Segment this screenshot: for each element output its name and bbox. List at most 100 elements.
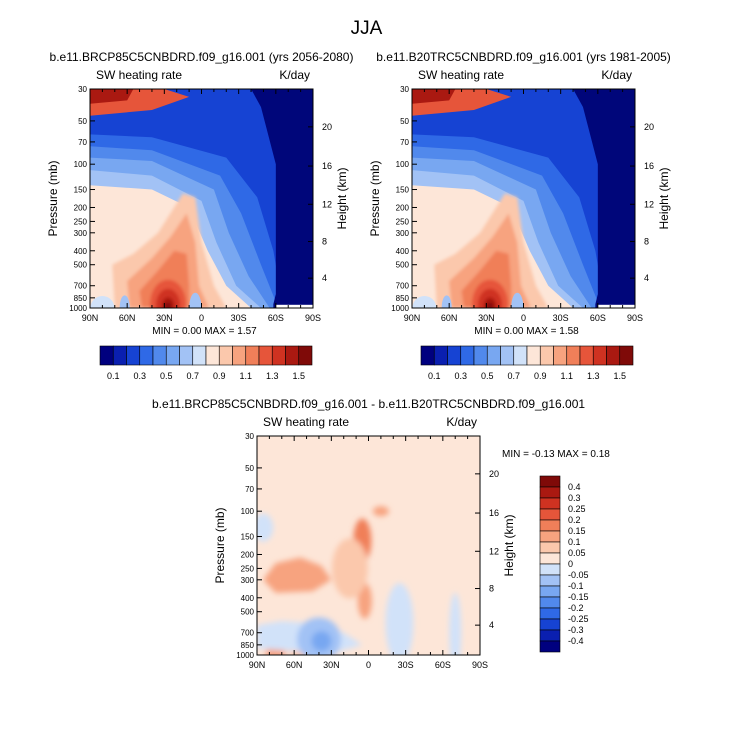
y-tick-label: 200 bbox=[241, 550, 255, 559]
stats-label: MIN = 0.00 MAX = 1.58 bbox=[474, 326, 579, 337]
colorbar-swatch bbox=[513, 345, 528, 366]
height-tick-label: 8 bbox=[489, 584, 494, 594]
colorbar-swatch bbox=[539, 607, 561, 620]
y-tick-label: 1000 bbox=[69, 304, 87, 313]
warm-region bbox=[434, 193, 549, 308]
colorbar-label: 0.1 bbox=[428, 371, 441, 381]
colorbar-label: 0.05 bbox=[568, 548, 586, 558]
positive-anomaly bbox=[331, 538, 368, 599]
colorbar-swatch bbox=[539, 519, 561, 532]
x-tick-label: 90N bbox=[82, 313, 99, 323]
colorbar-swatch bbox=[205, 345, 220, 366]
x-tick-label: 60S bbox=[590, 313, 606, 323]
contour-band bbox=[162, 297, 175, 308]
y-tick-label: 850 bbox=[396, 294, 410, 303]
panel-title: b.e11.BRCP85C5CNBDRD.f09_g16.001 (yrs 20… bbox=[50, 50, 354, 64]
x-tick-label: 0 bbox=[366, 660, 371, 670]
x-tick-label: 60S bbox=[435, 660, 451, 670]
colorbar-label: 1.5 bbox=[292, 371, 305, 381]
colorbar-swatch bbox=[99, 345, 114, 366]
colorbar-label: 0.1 bbox=[568, 537, 581, 547]
contour-band bbox=[573, 89, 635, 308]
contour-field bbox=[412, 89, 635, 308]
height-tick-label: 12 bbox=[322, 199, 332, 209]
y-tick-label: 70 bbox=[400, 138, 409, 147]
colorbar-label: 0.9 bbox=[213, 371, 226, 381]
colorbar-label: 1.3 bbox=[266, 371, 279, 381]
colorbar-swatch bbox=[606, 345, 621, 366]
x-tick-label: 30S bbox=[553, 313, 569, 323]
y-tick-label: 1000 bbox=[236, 651, 254, 660]
height-tick-label: 8 bbox=[644, 237, 649, 247]
colorbar-swatch bbox=[258, 345, 273, 366]
height-tick-label: 16 bbox=[644, 161, 654, 171]
y-tick-label: 150 bbox=[74, 186, 88, 195]
y-tick-label: 500 bbox=[396, 261, 410, 270]
y-tick-label: 50 bbox=[78, 117, 87, 126]
height-tick-label: 4 bbox=[644, 273, 649, 283]
x-tick-label: 60N bbox=[441, 313, 458, 323]
contour-band bbox=[90, 89, 313, 308]
colorbar-swatch bbox=[539, 563, 561, 576]
colorbar-label: -0.2 bbox=[568, 603, 584, 613]
y-tick-label: 500 bbox=[74, 261, 88, 270]
right-string: K/day bbox=[601, 68, 632, 82]
colorbar-swatch bbox=[473, 345, 488, 366]
x-tick-label: 90N bbox=[249, 660, 266, 670]
contour-field bbox=[90, 89, 313, 308]
chart-panel-3: 90N 60N 30N 0 30S 60S 90S305070100150200250300… bbox=[152, 397, 610, 670]
colorbar-label: 0.3 bbox=[454, 371, 467, 381]
colorbar-label: 1.5 bbox=[613, 371, 626, 381]
colorbar-swatch bbox=[539, 629, 561, 642]
contour-band bbox=[511, 292, 524, 308]
colorbar-label: -0.25 bbox=[568, 614, 589, 624]
y-tick-label: 300 bbox=[241, 576, 255, 585]
colorbar-label: -0.1 bbox=[568, 581, 584, 591]
x-tick-label: 0 bbox=[199, 313, 204, 323]
colorbar-swatch bbox=[539, 640, 561, 653]
panel-title: b.e11.B20TRC5CNBDRD.f09_g16.001 (yrs 198… bbox=[376, 50, 671, 64]
contour-band bbox=[412, 89, 456, 104]
y-tick-label: 300 bbox=[74, 229, 88, 238]
stats-label: MIN = 0.00 MAX = 1.57 bbox=[152, 326, 257, 337]
height-tick-label: 4 bbox=[322, 273, 327, 283]
colorbar-label: -0.05 bbox=[568, 570, 589, 580]
y-tick-label: 50 bbox=[400, 117, 409, 126]
y-tick-label: 30 bbox=[245, 432, 254, 441]
colorbar-swatch bbox=[139, 345, 154, 366]
colorbar-label: 0.2 bbox=[568, 515, 581, 525]
anomaly-regions bbox=[257, 506, 462, 655]
colorbar-swatch bbox=[447, 345, 462, 366]
x-tick-label: 60N bbox=[286, 660, 303, 670]
colorbar-swatch bbox=[285, 345, 300, 366]
height-tick-label: 12 bbox=[489, 546, 499, 556]
colorbar-swatch bbox=[539, 497, 561, 510]
colorbar-label: -0.3 bbox=[568, 625, 584, 635]
colorbar-swatch bbox=[539, 541, 561, 554]
right-axis-title: Height (km) bbox=[657, 167, 671, 229]
colorbar-swatch bbox=[539, 530, 561, 543]
y-tick-label: 850 bbox=[241, 641, 255, 650]
y-tick-label: 150 bbox=[241, 533, 255, 542]
x-tick-label: 90N bbox=[404, 313, 421, 323]
colorbar-label: 0.9 bbox=[534, 371, 547, 381]
contour-band bbox=[90, 89, 134, 104]
colorbar-swatch bbox=[232, 345, 247, 366]
y-tick-label: 100 bbox=[396, 160, 410, 169]
colorbar-swatch bbox=[271, 345, 286, 366]
x-tick-label: 0 bbox=[521, 313, 526, 323]
colorbar-swatch bbox=[112, 345, 127, 366]
y-tick-label: 100 bbox=[241, 507, 255, 516]
y-axis-title: Pressure (mb) bbox=[46, 160, 60, 236]
y-tick-label: 700 bbox=[396, 282, 410, 291]
negative-anomaly bbox=[385, 583, 414, 655]
contour-band bbox=[487, 302, 494, 308]
x-tick-label: 90S bbox=[472, 660, 488, 670]
colorbar-swatch bbox=[298, 345, 313, 366]
contour-band bbox=[251, 89, 313, 308]
colorbar-swatch bbox=[539, 508, 561, 521]
missing-data bbox=[275, 304, 313, 308]
colorbar-swatch bbox=[165, 345, 180, 366]
colorbar-swatch bbox=[218, 345, 233, 366]
